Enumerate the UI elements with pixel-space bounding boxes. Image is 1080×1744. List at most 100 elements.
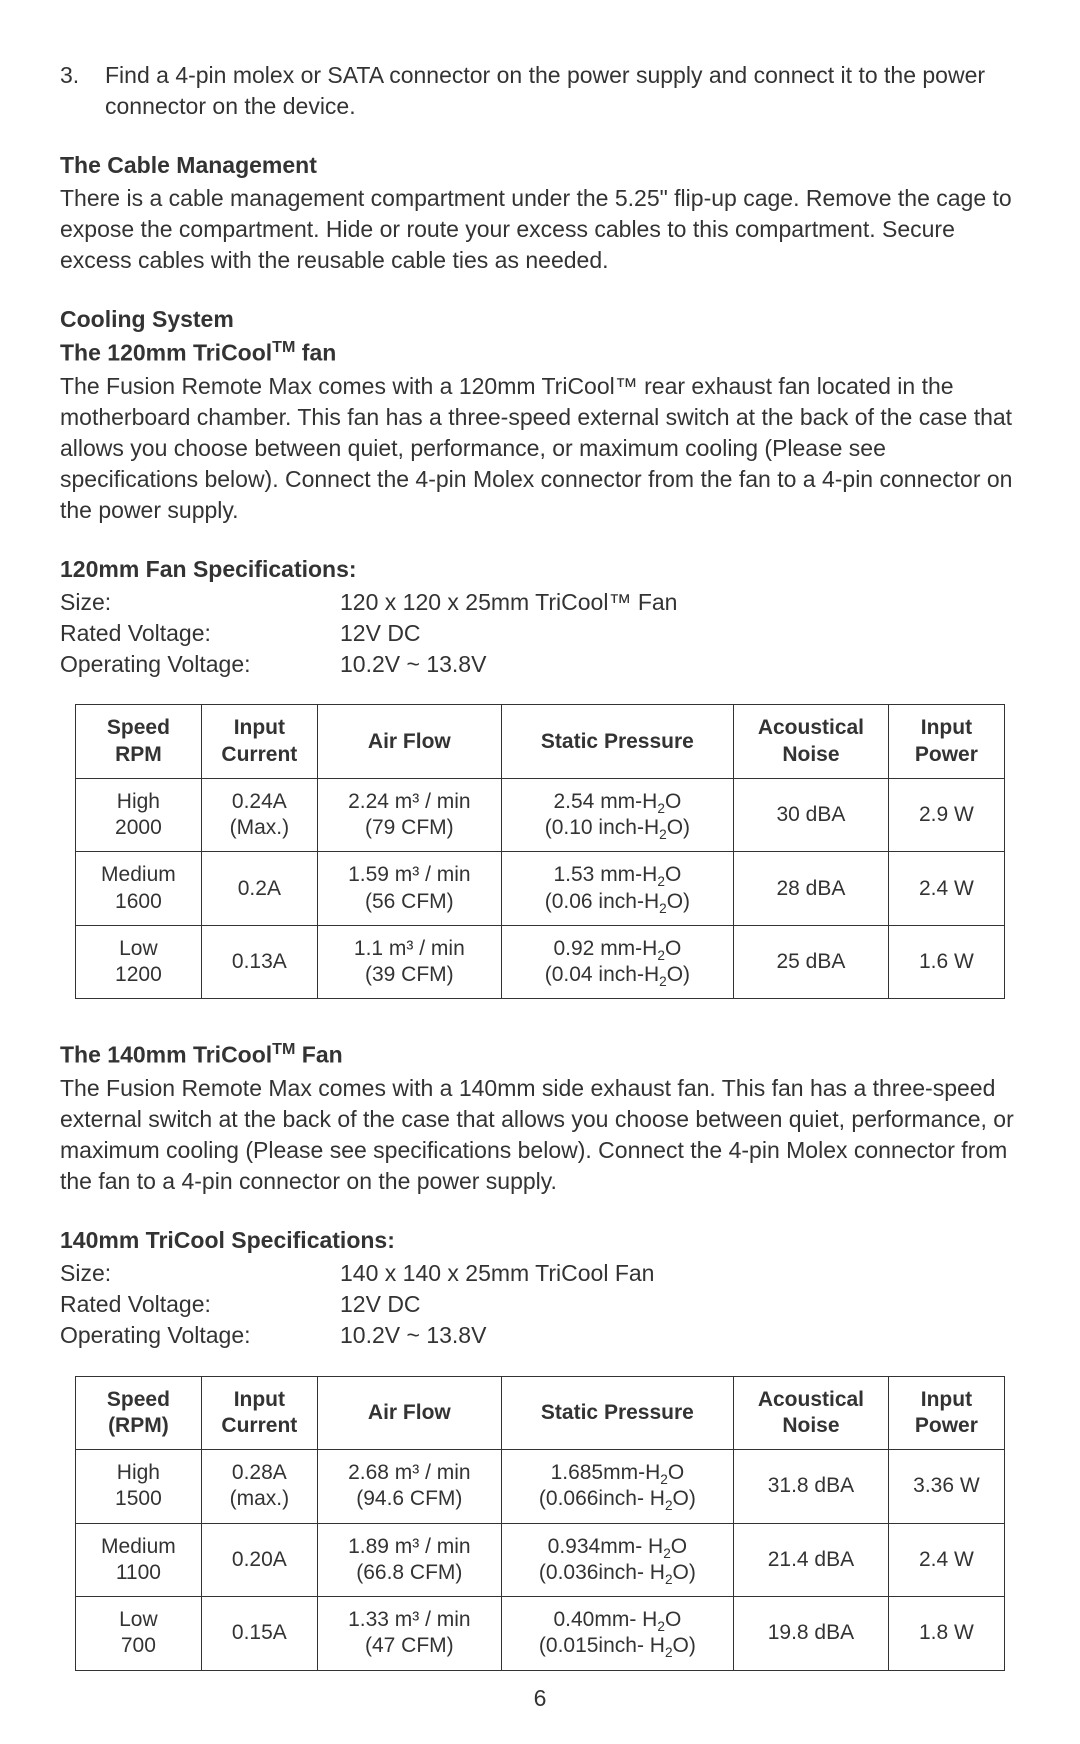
table-row: High20000.24A(Max.)2.24 m³ / min(79 CFM)… — [76, 778, 1005, 852]
cell-power: 3.36 W — [888, 1450, 1004, 1524]
spec-value: 10.2V ~ 13.8V — [340, 649, 1020, 680]
th-noise: Acoustical Noise — [734, 1376, 889, 1450]
subheading-140-post: Fan — [295, 1042, 342, 1068]
th-text: Static Pressure — [541, 730, 694, 753]
subheading-140-pre: The 140mm TriCool — [60, 1042, 272, 1068]
spec-row: Operating Voltage: 10.2V ~ 13.8V — [60, 1320, 1020, 1351]
subheading-120mm-fan: The 120mm TriCoolTM fan — [60, 337, 1020, 369]
spec-list-140: Size: 140 x 140 x 25mm TriCool Fan Rated… — [60, 1258, 1020, 1351]
page-number: 6 — [60, 1683, 1020, 1714]
th-airflow: Air Flow — [317, 1376, 501, 1450]
cell-current: 0.28A(max.) — [201, 1450, 317, 1524]
cell-airflow: 2.24 m³ / min(79 CFM) — [317, 778, 501, 852]
trademark-symbol: TM — [272, 338, 295, 356]
th-text: Input Current — [221, 1388, 297, 1437]
th-pressure: Static Pressure — [501, 705, 733, 779]
cell-power: 2.4 W — [888, 852, 1004, 926]
cell-speed: High1500 — [76, 1450, 202, 1524]
spec-value: 12V DC — [340, 1289, 1020, 1320]
spec-value: 140 x 140 x 25mm TriCool Fan — [340, 1258, 1020, 1289]
spec-label: Rated Voltage: — [60, 618, 340, 649]
cell-pressure: 0.934mm- H2O(0.036inch- H2O) — [501, 1523, 733, 1597]
table-header-row: Speed (RPM) Input Current Air Flow Stati… — [76, 1376, 1005, 1450]
th-text: Speed RPM — [107, 716, 170, 765]
th-pressure: Static Pressure — [501, 1376, 733, 1450]
spec-label: Operating Voltage: — [60, 649, 340, 680]
spec-value: 120 x 120 x 25mm TriCool™ Fan — [340, 587, 1020, 618]
step-text: Find a 4-pin molex or SATA connector on … — [105, 60, 1020, 122]
cell-current: 0.2A — [201, 852, 317, 926]
cell-noise: 21.4 dBA — [734, 1523, 889, 1597]
cell-airflow: 1.59 m³ / min(56 CFM) — [317, 852, 501, 926]
cell-speed: Low1200 — [76, 925, 202, 999]
th-text: Air Flow — [368, 730, 451, 753]
cell-pressure: 0.40mm- H2O(0.015inch- H2O) — [501, 1597, 733, 1671]
th-airflow: Air Flow — [317, 705, 501, 779]
table-row: Medium16000.2A1.59 m³ / min(56 CFM)1.53 … — [76, 852, 1005, 926]
table-120mm-specs: Speed RPM Input Current Air Flow Static … — [75, 704, 1005, 999]
spec-list-120: Size: 120 x 120 x 25mm TriCool™ Fan Rate… — [60, 587, 1020, 680]
heading-cooling-system: Cooling System — [60, 304, 1020, 335]
cell-power: 1.8 W — [888, 1597, 1004, 1671]
cell-noise: 19.8 dBA — [734, 1597, 889, 1671]
cell-power: 1.6 W — [888, 925, 1004, 999]
table-row: High15000.28A(max.)2.68 m³ / min(94.6 CF… — [76, 1450, 1005, 1524]
th-current: Input Current — [201, 705, 317, 779]
table-140mm-specs: Speed (RPM) Input Current Air Flow Stati… — [75, 1376, 1005, 1671]
th-text: Static Pressure — [541, 1401, 694, 1424]
numbered-step-3: 3. Find a 4-pin molex or SATA connector … — [60, 60, 1020, 122]
th-power: Input Power — [888, 705, 1004, 779]
spec-row: Rated Voltage: 12V DC — [60, 1289, 1020, 1320]
spec-row: Operating Voltage: 10.2V ~ 13.8V — [60, 649, 1020, 680]
spec-label: Size: — [60, 1258, 340, 1289]
th-power: Input Power — [888, 1376, 1004, 1450]
cell-noise: 28 dBA — [734, 852, 889, 926]
spec-label: Rated Voltage: — [60, 1289, 340, 1320]
cell-noise: 30 dBA — [734, 778, 889, 852]
table-body-120: High20000.24A(Max.)2.24 m³ / min(79 CFM)… — [76, 778, 1005, 999]
step-number: 3. — [60, 60, 105, 122]
cell-speed: Medium1600 — [76, 852, 202, 926]
spec-row: Size: 120 x 120 x 25mm TriCool™ Fan — [60, 587, 1020, 618]
th-text: Input Power — [915, 1388, 978, 1437]
cell-current: 0.13A — [201, 925, 317, 999]
cell-noise: 25 dBA — [734, 925, 889, 999]
th-text: Speed (RPM) — [107, 1388, 170, 1437]
table-row: Low12000.13A1.1 m³ / min(39 CFM)0.92 mm-… — [76, 925, 1005, 999]
cell-current: 0.15A — [201, 1597, 317, 1671]
cell-pressure: 1.53 mm-H2O(0.06 inch-H2O) — [501, 852, 733, 926]
spec-heading-140: 140mm TriCool Specifications: — [60, 1225, 1020, 1256]
cell-airflow: 2.68 m³ / min(94.6 CFM) — [317, 1450, 501, 1524]
th-noise: Acoustical Noise — [734, 705, 889, 779]
cell-pressure: 1.685mm-H2O(0.066inch- H2O) — [501, 1450, 733, 1524]
th-text: Acoustical Noise — [758, 716, 864, 765]
cell-airflow: 1.33 m³ / min(47 CFM) — [317, 1597, 501, 1671]
heading-cable-management: The Cable Management — [60, 150, 1020, 181]
spec-row: Rated Voltage: 12V DC — [60, 618, 1020, 649]
cell-pressure: 2.54 mm-H2O(0.10 inch-H2O) — [501, 778, 733, 852]
cell-airflow: 1.1 m³ / min(39 CFM) — [317, 925, 501, 999]
table-row: Medium11000.20A1.89 m³ / min(66.8 CFM)0.… — [76, 1523, 1005, 1597]
cell-power: 2.4 W — [888, 1523, 1004, 1597]
subheading-120-pre: The 120mm TriCool — [60, 340, 272, 366]
cell-current: 0.24A(Max.) — [201, 778, 317, 852]
th-current: Input Current — [201, 1376, 317, 1450]
th-text: Input Current — [221, 716, 297, 765]
spec-row: Size: 140 x 140 x 25mm TriCool Fan — [60, 1258, 1020, 1289]
table-header-row: Speed RPM Input Current Air Flow Static … — [76, 705, 1005, 779]
subheading-120-post: fan — [295, 340, 336, 366]
cell-pressure: 0.92 mm-H2O(0.04 inch-H2O) — [501, 925, 733, 999]
paragraph-cable-management: There is a cable management compartment … — [60, 183, 1020, 276]
cell-current: 0.20A — [201, 1523, 317, 1597]
paragraph-140mm-fan: The Fusion Remote Max comes with a 140mm… — [60, 1073, 1020, 1197]
th-speed: Speed RPM — [76, 705, 202, 779]
cell-power: 2.9 W — [888, 778, 1004, 852]
cell-speed: High2000 — [76, 778, 202, 852]
th-speed: Speed (RPM) — [76, 1376, 202, 1450]
spec-heading-120: 120mm Fan Specifications: — [60, 554, 1020, 585]
spec-value: 10.2V ~ 13.8V — [340, 1320, 1020, 1351]
th-text: Input Power — [915, 716, 978, 765]
cell-airflow: 1.89 m³ / min(66.8 CFM) — [317, 1523, 501, 1597]
th-text: Air Flow — [368, 1401, 451, 1424]
cell-speed: Low700 — [76, 1597, 202, 1671]
